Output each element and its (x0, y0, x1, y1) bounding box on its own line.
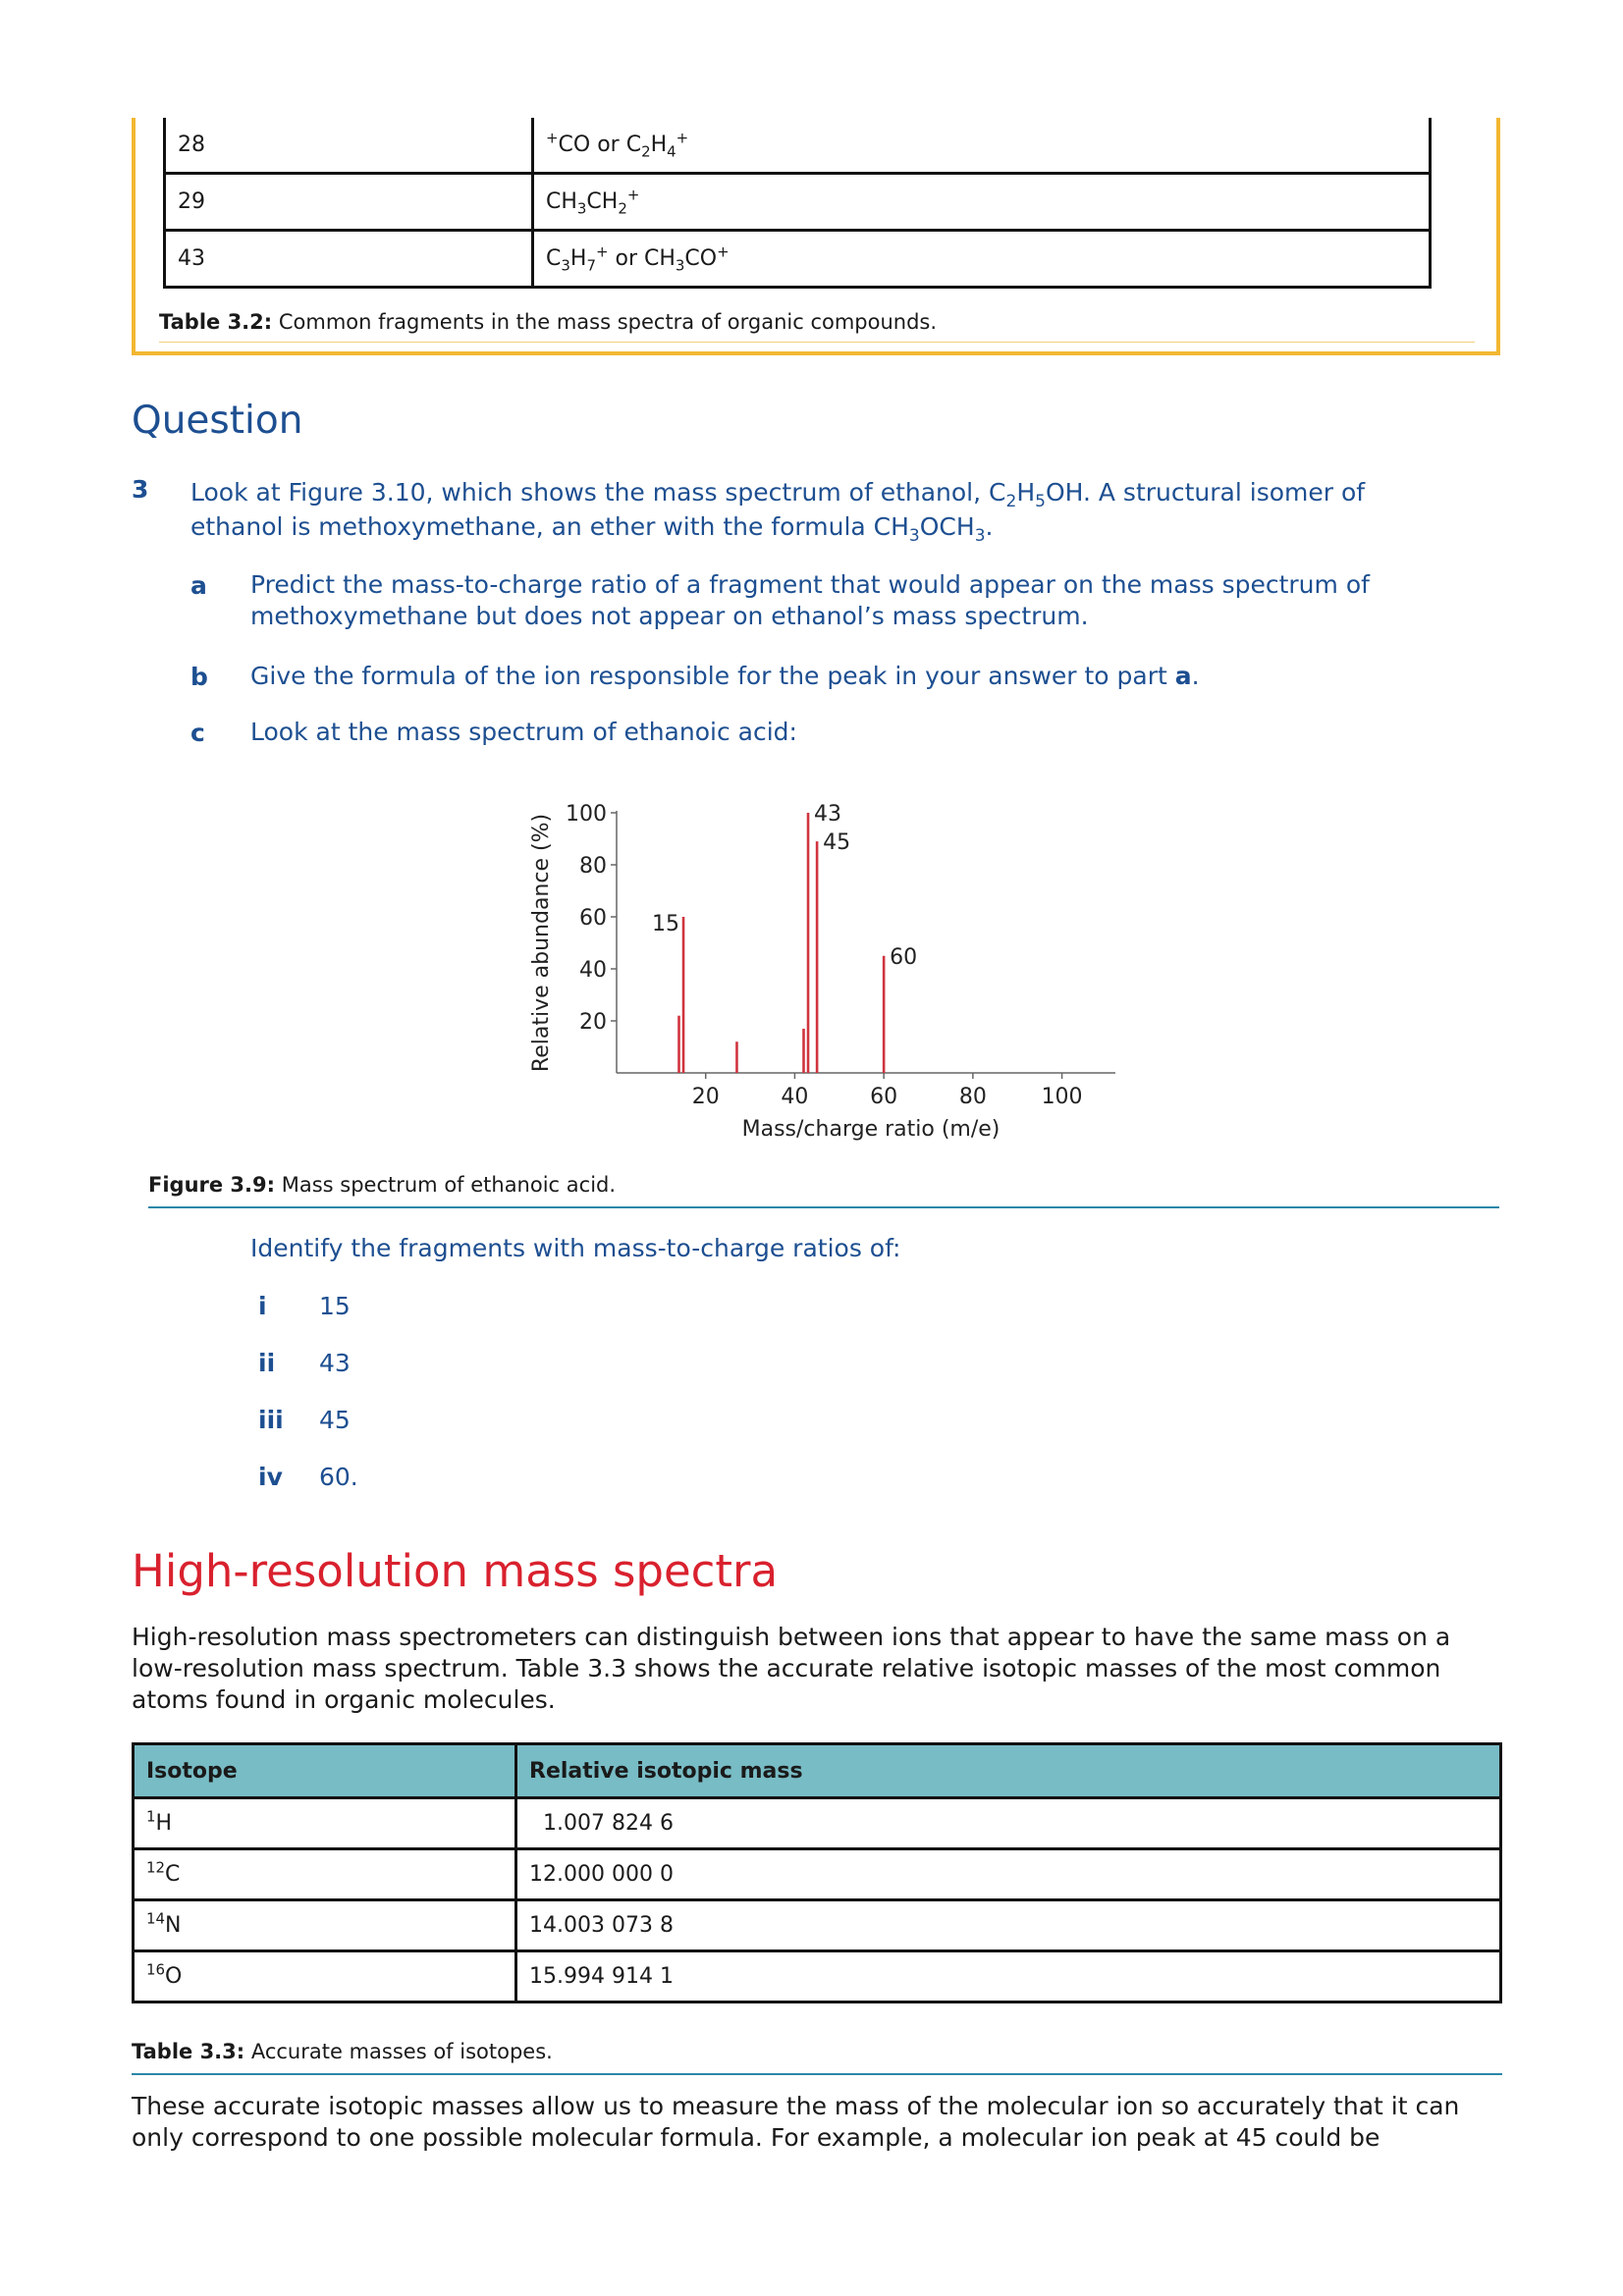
caption-text: Common fragments in the mass spectra of … (272, 310, 938, 334)
x-tick-label: 20 (692, 1085, 720, 1109)
x-tick-label: 40 (781, 1085, 808, 1109)
y-tick-label: 60 (579, 906, 607, 931)
table-row: 12C 12.000 000 0 (132, 1847, 1502, 1901)
caption-label: Table 3.3: (132, 2040, 245, 2063)
identify-label-iv: iv (258, 1463, 283, 1491)
caption-label: Table 3.2: (159, 310, 273, 334)
table-row: 14N 14.003 073 8 (132, 1898, 1502, 1952)
y-tick-label: 40 (579, 958, 607, 983)
identify-value-ii: 43 (319, 1349, 351, 1377)
table-row: 29 CH3CH2+ (163, 172, 1432, 232)
table-cell-fragment: CH3CH2+ (531, 172, 1432, 232)
isotope-cell: 14N (132, 1898, 517, 1952)
y-tick-label: 100 (566, 802, 607, 827)
table-cell-fragment: +CO or C2H4+ (531, 118, 1432, 175)
table-3-3-caption: Table 3.3: Accurate masses of isotopes. (132, 2040, 1502, 2075)
table-cell-mass: 29 (163, 172, 534, 232)
y-axis-label: Relative abundance (%) (529, 814, 554, 1072)
table-3-2-box: 28 +CO or C2H4+ 29 CH3CH2+ 43 C3H7+ or C… (132, 118, 1500, 355)
figure-3-9-caption: Figure 3.9: Mass spectrum of ethanoic ac… (148, 1173, 1499, 1208)
mass-cell: 12.000 000 0 (514, 1847, 1502, 1901)
mass-spectrum-chart: 20 40 60 80 100 20 40 60 80 100 15 43 45 60 Mass/charg… (529, 802, 1115, 1142)
identify-label-i: i (258, 1292, 267, 1320)
table-row: 1H 1.007 824 6 (132, 1796, 1502, 1850)
x-tick-label: 80 (959, 1085, 987, 1109)
table-3-2-caption: Table 3.2: Common fragments in the mass … (159, 310, 1475, 343)
mass-cell: 1.007 824 6 (514, 1796, 1502, 1850)
table-cell-mass: 43 (163, 229, 534, 289)
part-text-c: Look at the mass spectrum of ethanoic ac… (250, 718, 797, 746)
identify-value-i: 15 (319, 1292, 351, 1320)
peak-label: 60 (890, 945, 917, 970)
part-label-c: c (190, 719, 205, 747)
closing-paragraph: These accurate isotopic masses allow us … (132, 2092, 1460, 2152)
column-header-isotope: Isotope (132, 1742, 517, 1799)
section-heading: High-resolution mass spectra (132, 1545, 779, 1597)
y-tick-label: 80 (579, 854, 607, 879)
part-label-b: b (190, 663, 208, 691)
table-3-2: 28 +CO or C2H4+ 29 CH3CH2+ 43 C3H7+ or C… (163, 118, 1432, 289)
peak-label: 43 (814, 802, 841, 827)
peak-label: 45 (823, 830, 850, 855)
column-header-mass: Relative isotopic mass (514, 1742, 1502, 1799)
isotope-cell: 12C (132, 1847, 517, 1901)
question-stem: Look at Figure 3.10, which shows the mas… (190, 478, 1366, 546)
question-number: 3 (132, 475, 149, 504)
question-heading: Question (132, 399, 303, 443)
identify-label-ii: ii (258, 1349, 276, 1377)
table-3-3: Isotope Relative isotopic mass 1H 1.007 … (132, 1742, 1502, 2003)
x-tick-label: 100 (1042, 1085, 1083, 1109)
intro-paragraph: High-resolution mass spectrometers can d… (132, 1623, 1451, 1714)
part-text-b: Give the formula of the ion responsible … (250, 662, 1200, 690)
caption-label: Figure 3.9: (148, 1173, 276, 1197)
x-tick-label: 60 (870, 1085, 897, 1109)
caption-text: Accurate masses of isotopes. (244, 2040, 553, 2063)
identify-instruction: Identify the fragments with mass-to-char… (250, 1234, 901, 1262)
part-label-a: a (190, 571, 207, 600)
caption-text: Mass spectrum of ethanoic acid. (275, 1173, 617, 1197)
isotope-cell: 1H (132, 1796, 517, 1850)
table-cell-fragment: C3H7+ or CH3CO+ (531, 229, 1432, 289)
y-tick-label: 20 (579, 1010, 607, 1035)
mass-cell: 14.003 073 8 (514, 1898, 1502, 1952)
table-row: 28 +CO or C2H4+ (163, 118, 1432, 175)
identify-value-iv: 60. (319, 1463, 358, 1491)
mass-cell: 15.994 914 1 (514, 1949, 1502, 2003)
table-header-row: Isotope Relative isotopic mass (132, 1742, 1502, 1799)
peak-label: 15 (652, 912, 679, 936)
isotope-cell: 16O (132, 1949, 517, 2003)
table-cell-mass: 28 (163, 118, 534, 175)
identify-value-iii: 45 (319, 1406, 351, 1434)
part-text-a: Predict the mass-to-charge ratio of a fr… (250, 570, 1370, 630)
table-row: 16O 15.994 914 1 (132, 1949, 1502, 2003)
identify-label-iii: iii (258, 1406, 284, 1434)
x-axis-label: Mass/charge ratio (m/e) (742, 1117, 1001, 1142)
table-row: 43 C3H7+ or CH3CO+ (163, 229, 1432, 289)
